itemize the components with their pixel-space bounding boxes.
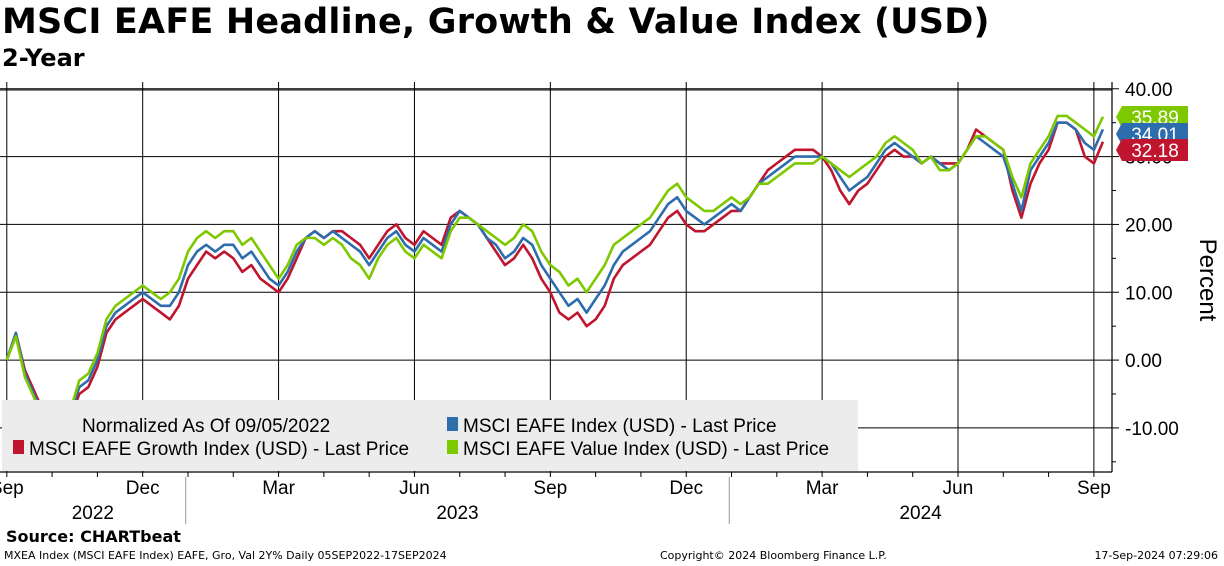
y-tick-label: 20.00 <box>1125 215 1173 236</box>
x-tick-label: Mar <box>806 478 839 499</box>
series-layer <box>5 114 1105 426</box>
x-year-label: 2023 <box>436 503 478 524</box>
chart-title: MSCI EAFE Headline, Growth & Value Index… <box>2 2 990 42</box>
chart-subtitle: 2-Year <box>2 44 85 72</box>
y-axis-label: Percent <box>1194 239 1221 322</box>
legend-label-value: MSCI EAFE Value Index (USD) - Last Price <box>463 439 829 460</box>
legend-label-headline: MSCI EAFE Index (USD) - Last Price <box>463 416 777 437</box>
y-tick-label: 0.00 <box>1125 351 1162 372</box>
legend-note: Normalized As Of 09/05/2022 <box>82 416 330 437</box>
legend-label-growth: MSCI EAFE Growth Index (USD) - Last Pric… <box>29 439 409 460</box>
legend: Normalized As Of 09/05/2022 MSCI EAFE In… <box>2 400 858 471</box>
y-tick-label: -10.00 <box>1125 419 1179 440</box>
source-note: Source: CHARTbeat <box>6 527 181 546</box>
copyright: Copyright© 2024 Bloomberg Finance L.P. <box>660 549 887 562</box>
x-tick-label: Jun <box>399 478 430 499</box>
last-value-tag-growth <box>1116 139 1188 161</box>
x-tick-label: Mar <box>262 478 295 499</box>
x-tick-label: Sep <box>533 478 567 499</box>
x-year-label: 2022 <box>72 503 114 524</box>
last-value-tag-value <box>1116 106 1188 128</box>
legend-background <box>2 400 858 471</box>
ticker-info: MXEA Index (MSCI EAFE Index) EAFE, Gro, … <box>4 549 447 562</box>
y-tick-label: 10.00 <box>1125 283 1173 304</box>
legend-swatch-value <box>447 440 458 454</box>
y-tick-label: 40.00 <box>1125 80 1173 101</box>
x-tick-label: Jun <box>943 478 974 499</box>
x-axis: Sep Dec Mar Jun Sep Dec Mar Jun Sep 2022 2023 2024 <box>0 472 1111 524</box>
last-value-label-growth: 32.18 <box>1131 141 1179 162</box>
x-tick-label: Sep <box>0 478 24 499</box>
x-tick-label: Dec <box>126 478 160 499</box>
legend-swatch-growth <box>13 440 24 454</box>
plot-frame <box>0 82 1113 473</box>
x-tick-label: Dec <box>669 478 703 499</box>
x-year-label: 2024 <box>899 503 942 524</box>
series-line-value <box>5 114 1105 420</box>
x-tick-label: Sep <box>1077 478 1111 499</box>
timestamp: 17-Sep-2024 07:29:06 <box>1094 549 1218 562</box>
legend-swatch-headline <box>447 417 458 431</box>
